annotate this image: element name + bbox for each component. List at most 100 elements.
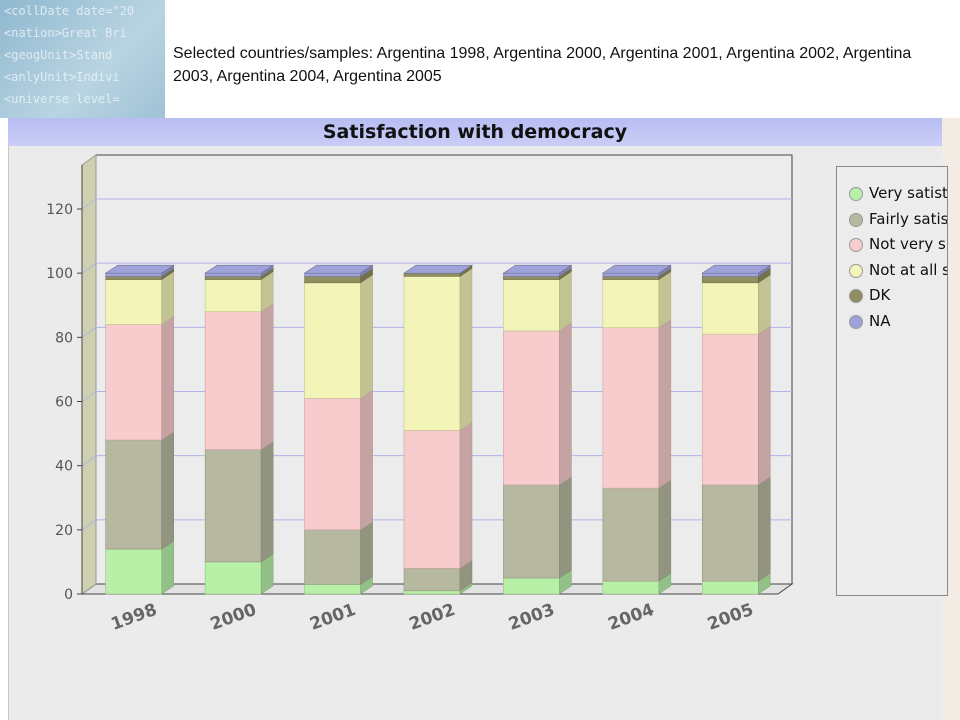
bar-segment (403, 272, 461, 277)
bar-segment (701, 484, 759, 582)
x-tick-label: 2002 (407, 600, 458, 635)
bar-segment (204, 311, 262, 450)
x-tick-label: 1998 (108, 600, 159, 635)
y-tick-label: 60 (55, 395, 73, 411)
bar-segment (304, 282, 361, 399)
x-tick-label: 2003 (506, 600, 557, 635)
legend-swatch (849, 212, 863, 227)
bar-segment (602, 276, 660, 280)
bar-segment-side (758, 325, 771, 486)
bar-segment-side (658, 479, 672, 582)
y-tick-label: 20 (55, 523, 73, 539)
bar-segment (602, 580, 660, 595)
gridline-side (81, 391, 97, 402)
logo-text-line: <geogUnit>Stand (4, 48, 113, 62)
x-tick-label: 2000 (208, 600, 259, 635)
legend-swatch (849, 187, 863, 201)
bar-segment-side (360, 521, 373, 585)
x-tick-label: 2005 (705, 600, 756, 635)
selected-samples-caption: Selected countries/samples: Argentina 19… (173, 45, 912, 85)
chart-legend: Very satist Fairly satis Not very s Not at … (836, 166, 948, 596)
bar-segment-side (559, 476, 572, 579)
bar-segment (403, 430, 461, 569)
bar-segment (204, 272, 262, 277)
legend-label: Not at all s (869, 260, 948, 279)
bar-segment (204, 276, 262, 280)
bar-segment (304, 529, 361, 585)
bar-segment-side (559, 322, 572, 486)
logo-text-line: <universe level= (4, 92, 120, 106)
bar-segment (602, 487, 660, 582)
legend-label: NA (869, 311, 891, 330)
bar-top-cap (403, 264, 473, 274)
legend-swatch (849, 314, 863, 329)
bar-segment (503, 577, 560, 595)
chart-title: Satisfaction with democracy (322, 121, 628, 143)
bar-segment (204, 561, 262, 595)
bar-top-cap (502, 264, 573, 274)
bar-segment (701, 333, 759, 486)
y-tick-label: 0 (64, 587, 73, 603)
x-tick-label: 2001 (307, 600, 358, 635)
legend-swatch (849, 289, 863, 303)
bar-segment (105, 279, 163, 325)
bar-segment-side (658, 271, 672, 329)
bar-top-cap (701, 264, 772, 274)
bar-segment (701, 580, 759, 595)
y-tick-label: 100 (46, 266, 73, 282)
legend-label: Fairly satis (869, 209, 948, 228)
bar-top-cap (204, 264, 275, 274)
bar-segment-side (559, 271, 572, 332)
bar-segment (204, 279, 262, 312)
gridline-side (81, 326, 97, 338)
bar-segment (105, 324, 163, 441)
y-tick-label: 40 (55, 459, 73, 475)
bar-segment (503, 330, 560, 486)
bar-segment-side (260, 303, 274, 451)
bar-segment (602, 279, 660, 329)
bar-segment (105, 548, 163, 595)
bar-segment (503, 484, 560, 579)
bar-segment-side (360, 389, 373, 531)
legend-label: Not very s (869, 235, 946, 253)
legend-label: DK (869, 286, 891, 304)
bar-segment (304, 397, 361, 531)
bar-segment (701, 282, 759, 335)
gridline-side (81, 198, 97, 210)
bar-segment (304, 272, 361, 277)
bar-segment-side (161, 431, 174, 550)
legend-swatch (849, 263, 863, 278)
bar-segment (403, 568, 461, 592)
bar-segment (204, 449, 262, 563)
bar-top-cap (601, 264, 672, 274)
bar-segment (105, 439, 163, 550)
bar-segment-side (161, 271, 174, 325)
legend-swatch (849, 238, 863, 252)
bar-segment (701, 276, 759, 284)
bar-segment (105, 272, 163, 277)
bar-segment (701, 272, 759, 277)
bar-segment-side (658, 319, 672, 489)
legend-label: Very satist (869, 184, 948, 202)
bar-segment (304, 584, 361, 595)
x-tick-label: 2004 (605, 600, 656, 635)
bar-segment-side (161, 540, 174, 595)
bar-top-cap (303, 264, 374, 274)
gridline-side (81, 519, 97, 531)
bar-segment (602, 327, 660, 489)
logo-text-line: <nation>Great Bri (4, 26, 127, 40)
bar-segment-side (459, 421, 473, 569)
bar-segment (503, 279, 560, 332)
bar-segment (602, 272, 660, 277)
y-tick-label: 80 (55, 330, 73, 346)
bar-segment-side (459, 267, 473, 431)
bar-segment (503, 276, 560, 280)
y-tick-label: 120 (46, 202, 73, 218)
bar-segment-side (758, 274, 771, 335)
bar-segment-side (161, 316, 174, 441)
logo-image: <collDate date="20 <nation>Great Bri <geog… (0, 0, 165, 118)
bar-segment (503, 272, 560, 277)
bar-segment-side (360, 274, 373, 399)
chart-title-bar (8, 118, 942, 146)
